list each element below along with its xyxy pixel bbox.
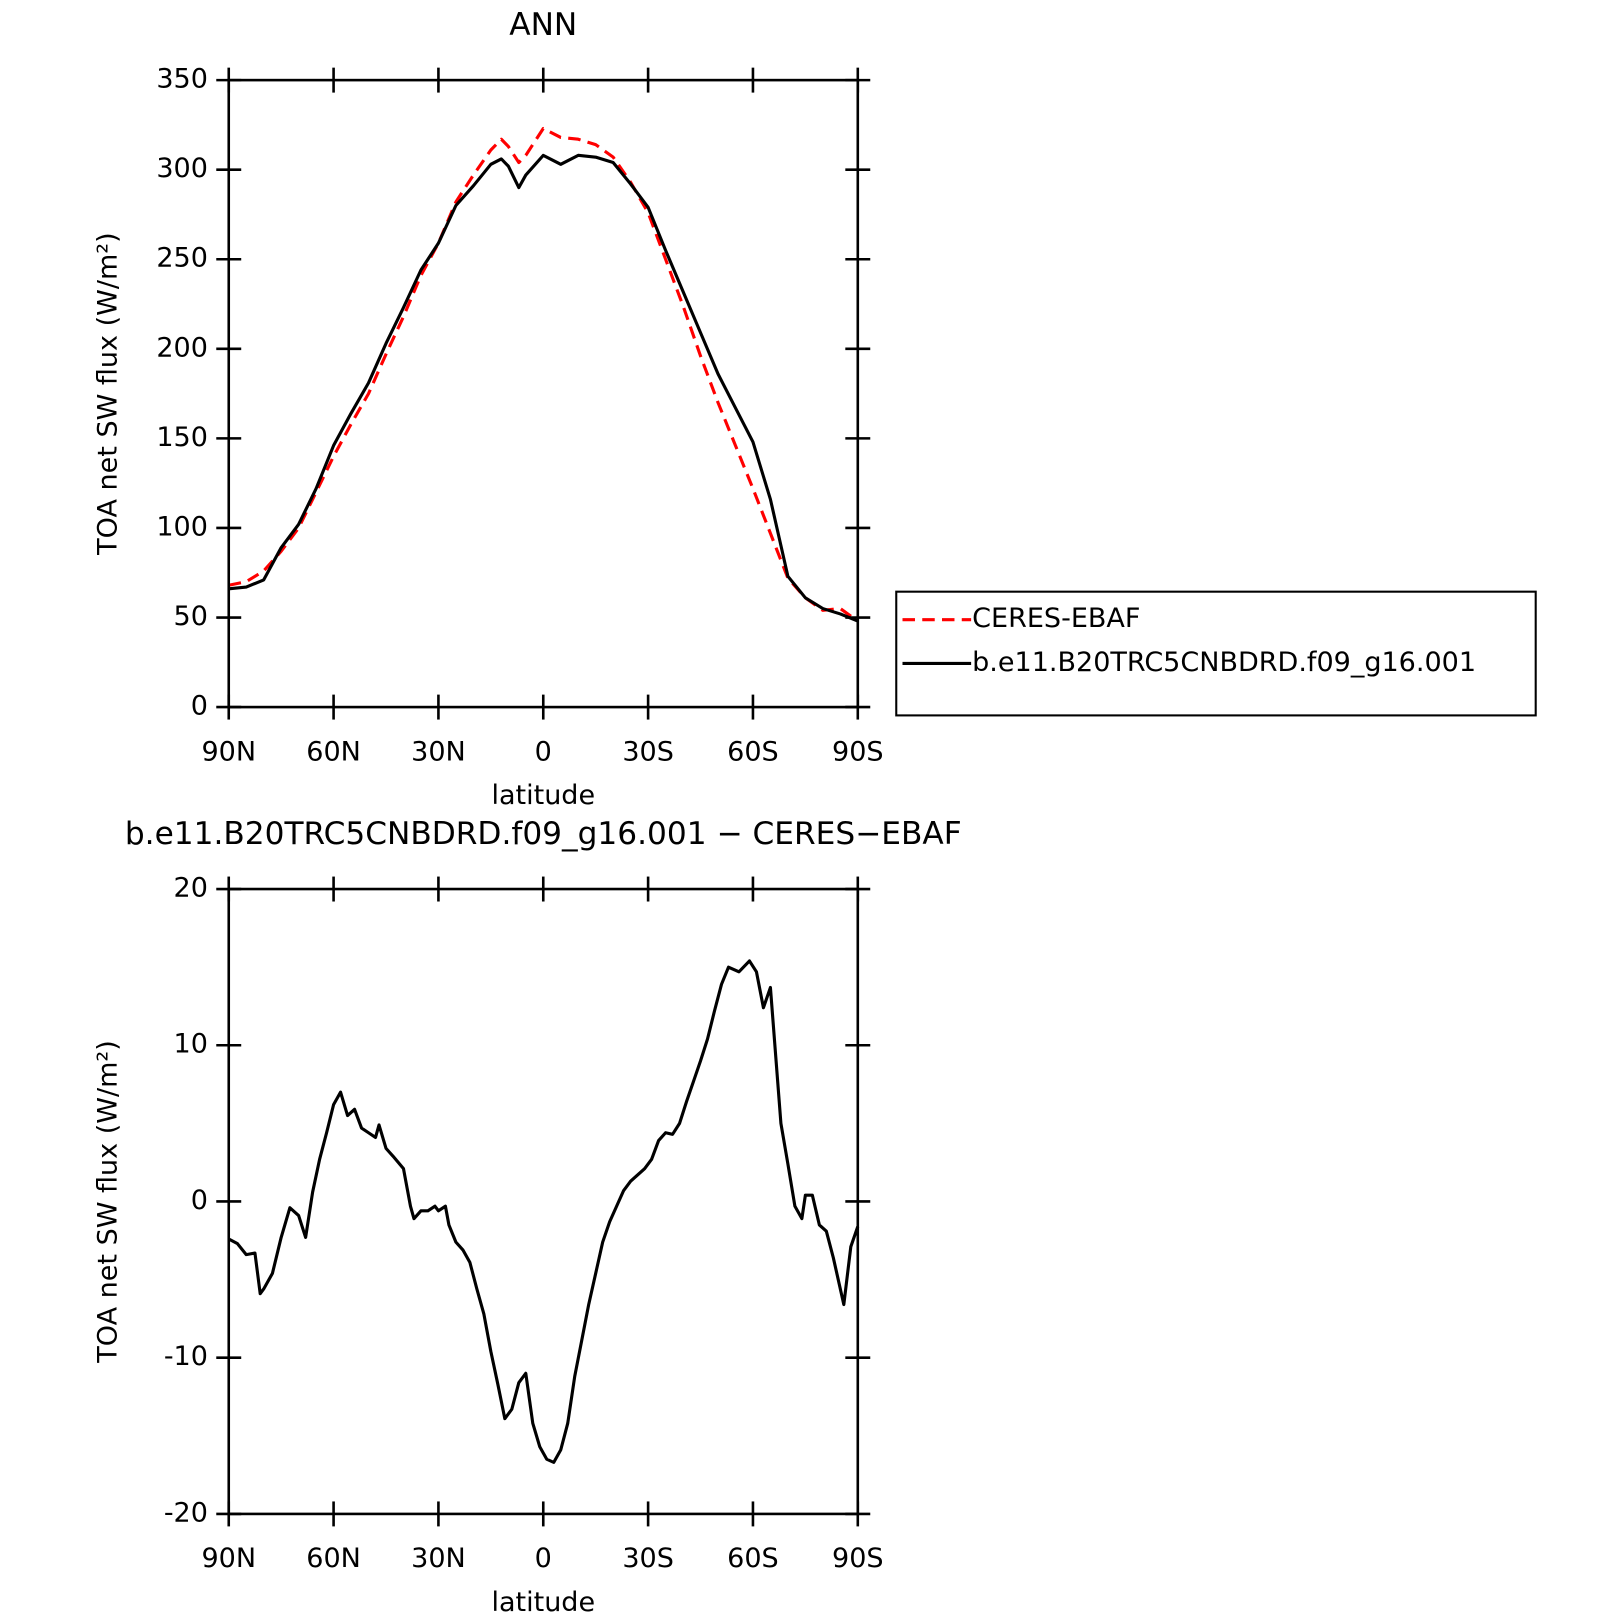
- legend: CERES-EBAF b.e11.B20TRC5CNBDRD.f09_g16.00…: [895, 590, 1537, 717]
- x-axis-label: latitude: [491, 1587, 595, 1618]
- legend-label: b.e11.B20TRC5CNBDRD.f09_g16.001: [972, 647, 1476, 678]
- x-axis-label: latitude: [491, 780, 595, 811]
- x-tick-label: 60S: [727, 1543, 779, 1574]
- data-line: [228, 153, 859, 623]
- legend-label: CERES-EBAF: [972, 603, 1140, 634]
- y-tick-label: 200: [156, 332, 208, 363]
- legend-box: [895, 590, 1537, 717]
- y-axis-label: TOA net SW flux (W/m²): [93, 1040, 124, 1364]
- x-tick-label: 30N: [411, 736, 466, 767]
- data-line: [228, 959, 860, 1464]
- x-tick-label: 90N: [201, 1543, 256, 1574]
- chart-title: b.e11.B20TRC5CNBDRD.f09_g16.001 − CERES−…: [125, 816, 962, 852]
- x-tick-label: 0: [535, 1543, 552, 1574]
- y-tick-label: -20: [164, 1497, 208, 1528]
- y-tick-label: 50: [174, 601, 208, 632]
- y-tick-label: 300: [156, 153, 208, 184]
- x-tick-label: 30S: [622, 736, 674, 767]
- chart-title: ANN: [509, 7, 577, 43]
- plot-frame: [227, 887, 860, 1516]
- x-tick-label: 60N: [306, 1543, 361, 1574]
- x-tick-label: 90N: [201, 736, 256, 767]
- x-tick-label: 0: [535, 736, 552, 767]
- y-tick-label: 250: [156, 243, 208, 274]
- x-tick-label: 90S: [832, 736, 884, 767]
- y-tick-label: 350: [156, 64, 208, 95]
- x-tick-label: 30S: [622, 1543, 674, 1574]
- y-tick-label: 0: [191, 1185, 208, 1216]
- y-axis-label: TOA net SW flux (W/m²): [93, 232, 124, 556]
- plot-frame: [227, 78, 860, 709]
- data-line: [228, 126, 859, 623]
- y-tick-label: 100: [156, 511, 208, 542]
- x-tick-label: 60N: [306, 736, 361, 767]
- y-tick-label: 150: [156, 422, 208, 453]
- y-tick-label: 0: [191, 691, 208, 722]
- y-tick-label: 10: [174, 1029, 208, 1060]
- x-tick-label: 30N: [411, 1543, 466, 1574]
- y-tick-label: -10: [164, 1341, 208, 1372]
- x-tick-label: 60S: [727, 736, 779, 767]
- x-tick-label: 90S: [832, 1543, 884, 1574]
- y-tick-label: 20: [174, 873, 208, 904]
